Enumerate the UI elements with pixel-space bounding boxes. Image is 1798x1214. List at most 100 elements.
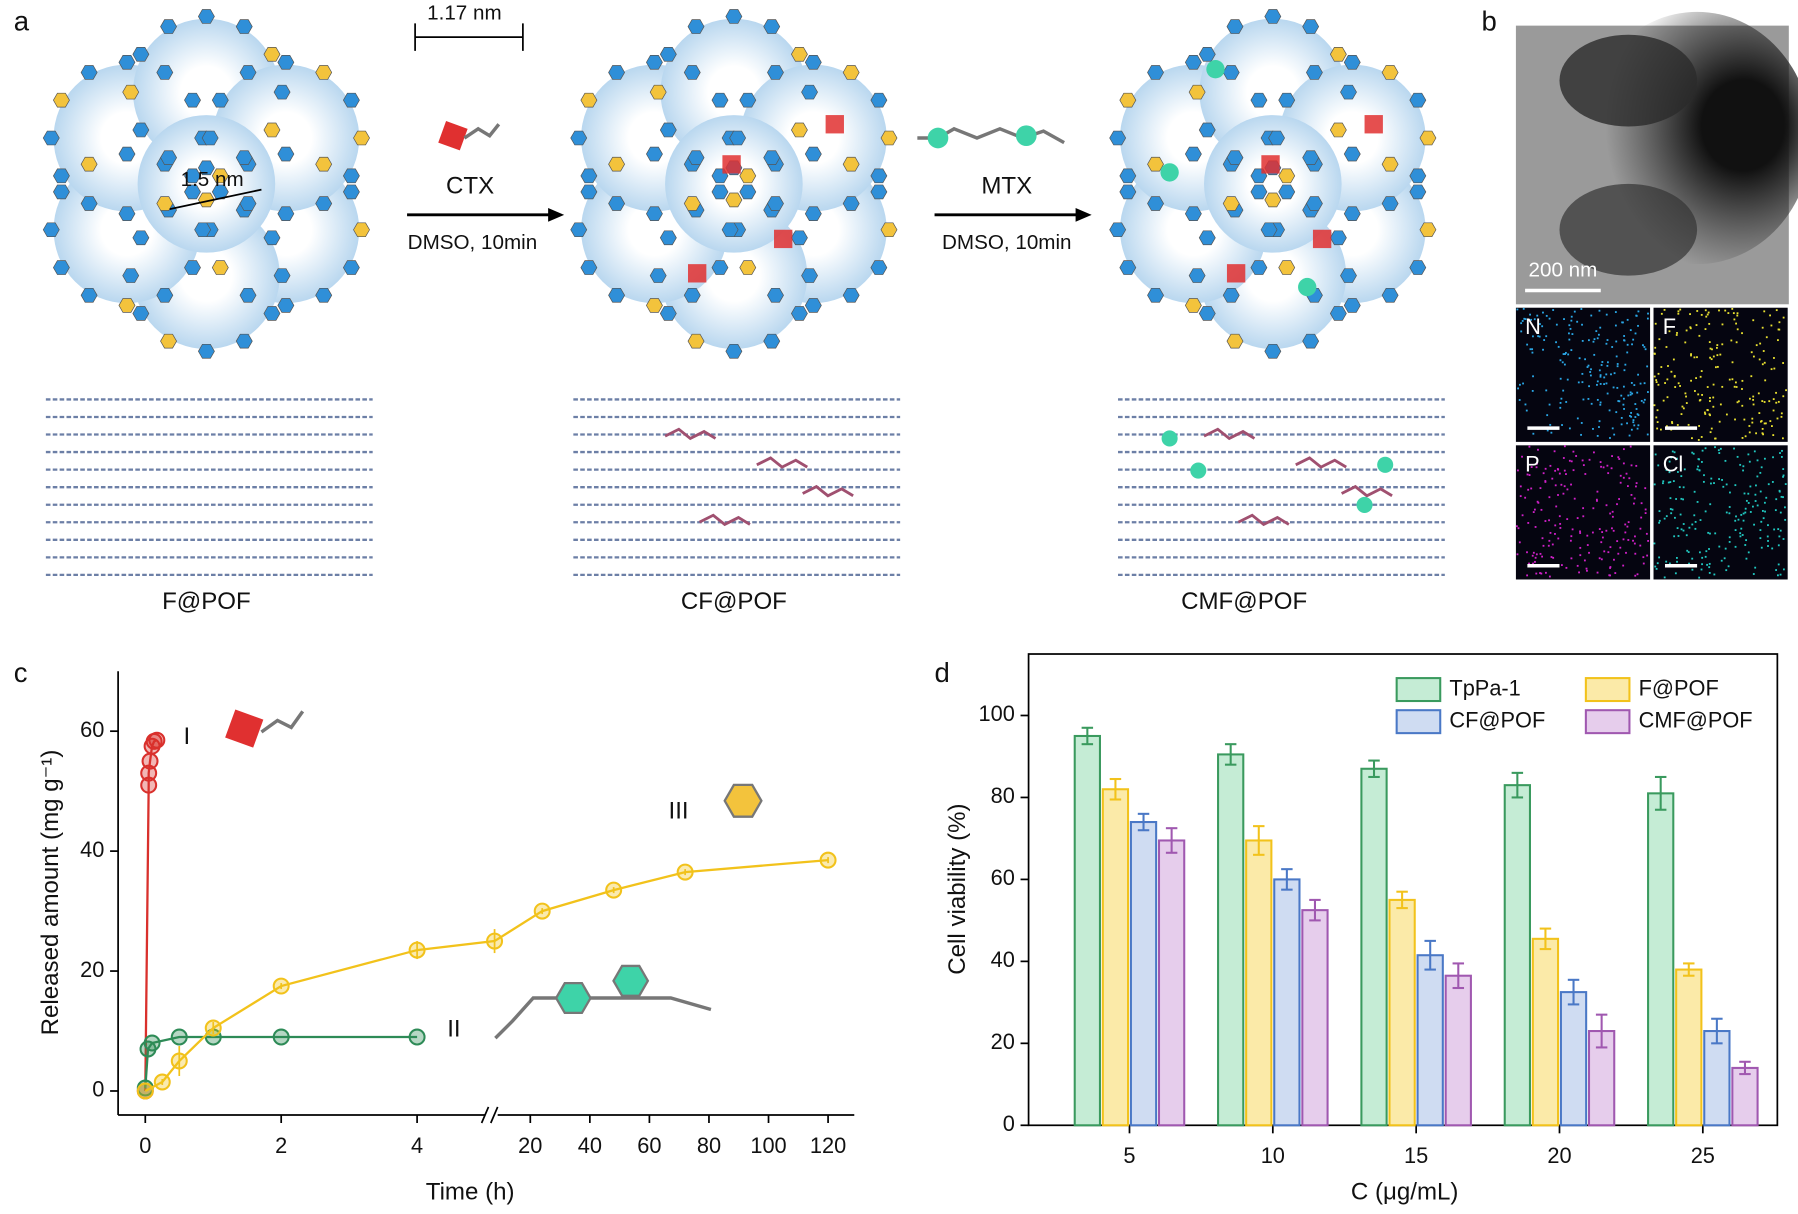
eds-dot [1724,547,1727,550]
node [211,184,229,200]
series-label: II [447,1015,460,1042]
eds-dot [1521,320,1524,322]
eds-dot [1762,433,1765,436]
eds-dot [1598,557,1601,560]
drug-molecule [688,264,707,283]
eds-dot [1744,544,1747,546]
eds-dot [1610,467,1613,470]
eds-dot [1672,480,1675,483]
eds-dot [1694,527,1697,530]
eds-dot [1759,529,1762,532]
eds-dot [1697,439,1700,441]
node [197,192,215,208]
node [721,222,739,238]
eds-dot [1541,555,1543,558]
eds-dot [1741,437,1744,439]
node [197,343,215,359]
eds-dot [1515,525,1518,528]
eds-dot [1684,341,1687,344]
eds-dot [1573,497,1576,500]
node [239,287,257,303]
eds-dot [1777,339,1779,342]
node [1409,260,1427,275]
marker [148,731,166,749]
eds-dot [1693,490,1696,493]
marker [143,1034,161,1052]
eds-dot [1632,421,1635,424]
node [1198,230,1216,246]
drug-name: MTX [981,173,1032,200]
eds-dot [1780,415,1783,418]
eds-dot [1642,556,1645,559]
pore [665,115,803,253]
legend-label: F@POF [1639,675,1719,700]
eds-dot [1690,354,1692,357]
eds-dot [1673,451,1676,454]
eds-dot [1677,535,1680,537]
eds-dot [1662,399,1665,402]
eds-dot [1584,473,1587,475]
eds-dot [1743,492,1746,495]
eds-dot [1578,357,1581,360]
eds-dot [1637,310,1640,313]
eds-dot [1709,396,1711,399]
drug-molecule [1237,513,1290,527]
eds-dot [1725,511,1728,514]
node [235,150,253,165]
node [729,130,747,146]
eds-dot [1570,460,1573,463]
drug-molecule [1190,462,1207,479]
node [342,92,360,108]
node [1343,206,1361,221]
node [711,260,729,275]
eds-dot [1781,449,1783,452]
eds-dot [1744,511,1747,514]
x-tick-label: 20 [1547,1143,1571,1168]
node [1147,156,1164,172]
node [646,146,663,162]
drug-molecule [1161,430,1178,447]
eds-dot [1516,308,1519,311]
node [263,47,281,62]
eds-dot [1668,330,1671,333]
node [870,260,888,275]
eds-dot [1653,352,1656,355]
eds-dot [1748,460,1751,463]
eds-dot [1775,498,1778,501]
node [156,287,174,303]
eds-dot [1579,546,1582,549]
node [52,184,70,200]
eds-dot [1674,516,1676,519]
node [277,55,295,70]
eds-dot [1699,375,1702,378]
eds-dot [1708,572,1711,574]
node [277,146,295,162]
eds-dot [1524,318,1527,320]
node [263,122,281,138]
eds-dot [1671,422,1674,425]
eds-dot [1771,425,1773,428]
eds-dot [1619,474,1622,477]
marker [170,1028,188,1046]
node [842,156,860,172]
drug-molecule [1295,456,1347,469]
node [342,260,360,275]
node [1109,130,1127,146]
bar [1360,767,1388,1127]
eds-dot [1639,527,1642,530]
node [353,222,370,238]
marker [605,881,623,899]
drug-molecule [1261,155,1280,174]
eds-dot [1700,461,1703,463]
node [1305,65,1323,80]
node [1381,196,1399,211]
eds-dot [1754,493,1757,496]
eds-dot [1718,452,1721,454]
eds-dot [1665,560,1668,563]
eds-dot [1576,517,1579,519]
drug-molecule [802,484,854,498]
eds-dot [1545,389,1548,392]
legend-swatch [1584,677,1631,703]
eds-dot [1675,334,1678,336]
condition: DMSO, 10min [942,231,1072,254]
